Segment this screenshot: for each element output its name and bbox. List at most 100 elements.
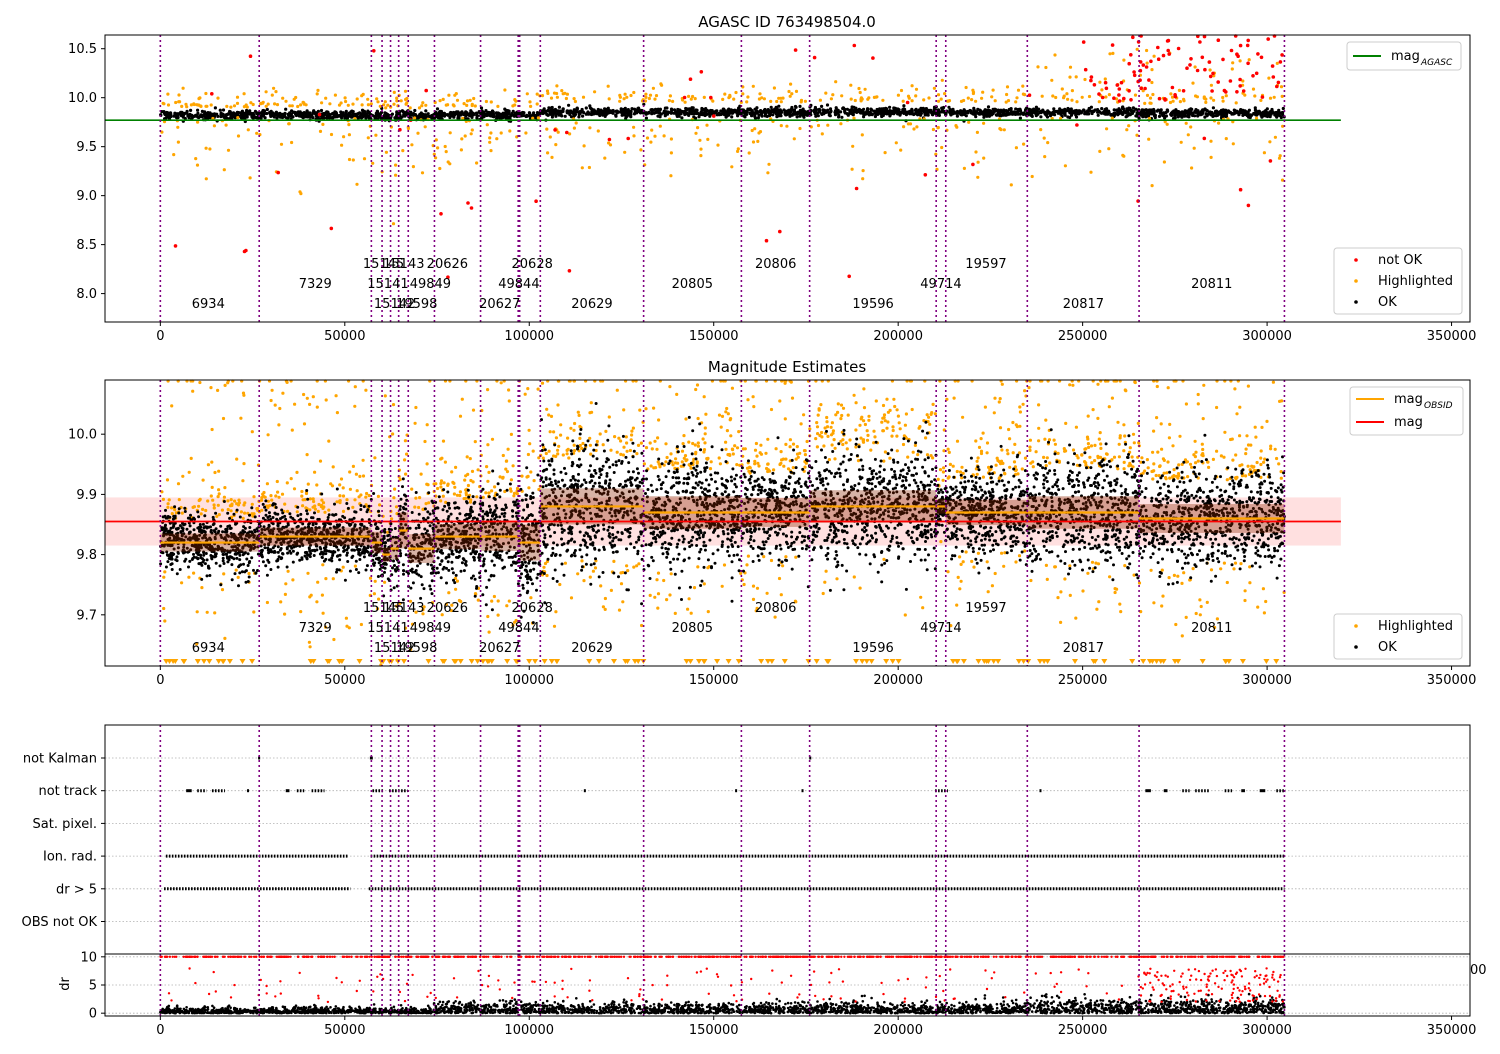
highlighted-point [1089,171,1092,174]
ok-point [181,113,184,116]
highlighted-point [280,143,283,146]
highlighted-point [817,124,820,127]
highlighted-point [465,493,468,496]
ok-point [796,112,799,115]
not-ok-point [1142,63,1146,67]
highlighted-point [652,407,655,410]
highlighted-point [1151,93,1154,96]
highlighted-point [759,130,762,133]
highlighted-point [653,440,656,443]
ok-point [1170,112,1173,115]
highlighted-point [223,637,226,640]
ok-point [779,110,782,113]
highlighted-point [444,461,447,464]
highlighted-point [967,121,970,124]
ok-point [1067,109,1070,112]
highlighted-point [489,149,492,152]
ok-point [924,113,927,116]
highlighted-point [1231,67,1234,70]
ok-point [270,110,273,113]
ok-point [977,112,980,115]
highlighted-point [897,94,900,97]
highlighted-point [1234,453,1237,456]
highlighted-point [1023,389,1026,392]
highlighted-point [781,564,784,567]
highlighted-point [1276,62,1279,65]
highlighted-point [174,101,177,104]
highlighted-point [639,148,642,151]
highlighted-point [550,156,553,159]
ok-point [545,110,548,113]
ok-point [504,112,507,115]
highlighted-point [588,166,591,169]
highlighted-point [529,596,532,599]
highlighted-point [1174,623,1177,626]
highlighted-point [1068,383,1071,386]
highlighted-point [593,90,596,93]
highlighted-point [861,177,864,180]
highlighted-point [416,132,419,135]
highlighted-point [632,126,635,129]
not-ok-point [1251,74,1255,78]
highlighted-point [778,577,781,580]
ok-point [678,109,681,112]
highlighted-point [1226,478,1229,481]
ok-point [1113,108,1116,111]
highlighted-point [622,446,625,449]
highlighted-point [651,447,654,450]
highlighted-point [301,504,304,507]
ok-point [567,104,570,107]
highlighted-point [296,510,299,513]
ok-point [1269,115,1272,118]
highlighted-point [510,490,513,493]
highlighted-point [841,443,844,446]
highlighted-point [1093,444,1096,447]
highlighted-point [653,596,656,599]
highlighted-point [759,444,762,447]
highlighted-point [625,435,628,438]
highlighted-point [471,128,474,131]
highlighted-point [653,135,656,138]
ok-point [987,105,990,108]
highlighted-point [300,495,303,498]
highlighted-point [1150,569,1153,572]
highlighted-point [334,94,337,97]
highlighted-point [284,582,287,585]
highlighted-point [1000,552,1003,555]
ok-point [550,106,553,109]
highlighted-point [710,460,713,463]
highlighted-point [1056,596,1059,599]
highlighted-point [654,466,657,469]
highlighted-point [413,116,416,119]
ok-point [1022,113,1025,116]
highlighted-point [556,403,559,406]
highlighted-point [728,454,731,457]
highlighted-point [831,93,834,96]
highlighted-point [626,450,629,453]
ok-point [549,111,552,114]
highlighted-point [464,134,467,137]
highlighted-point [363,157,366,160]
highlighted-point [206,499,209,502]
highlighted-point [839,440,842,443]
highlighted-point [190,457,193,460]
not-ok-point [1238,84,1242,88]
highlighted-point [553,625,556,628]
highlighted-point [167,502,170,505]
not-ok-point [847,275,851,279]
highlighted-point [252,495,255,498]
highlighted-point [1036,65,1039,68]
ok-point [304,112,307,115]
highlighted-point [904,613,907,616]
ok-point [1049,114,1052,117]
highlighted-point [210,103,213,106]
highlighted-point [822,444,825,447]
highlighted-point [625,96,628,99]
highlighted-point [162,576,165,579]
highlighted-point [373,456,376,459]
not-ok-point [1112,96,1116,100]
highlighted-point [831,432,834,435]
highlighted-point [778,399,781,402]
highlighted-point [694,132,697,135]
highlighted-point [978,446,981,449]
